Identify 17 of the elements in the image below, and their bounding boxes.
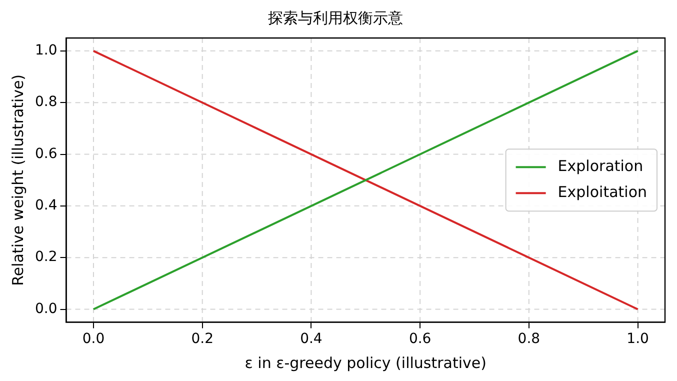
x-axis-title: ε in ε-greedy policy (illustrative) [244, 354, 486, 372]
y-tick-label: 0.4 [35, 198, 58, 214]
y-tick-label: 0.2 [35, 249, 58, 266]
y-tick-label: 0.0 [35, 300, 58, 317]
legend-label: Exploitation [558, 182, 648, 201]
y-tick-label: 0.8 [35, 94, 58, 110]
legend-label: Exploration [558, 156, 644, 175]
y-tick-label: 0.6 [35, 146, 58, 162]
x-tick-label: 0.8 [518, 331, 540, 348]
x-tick-label: 0.4 [300, 331, 322, 348]
x-tick-label: 0.2 [191, 331, 214, 348]
chart-title: 探索与利用权衡示意 [268, 8, 403, 27]
y-axis-title: Relative weight (illustrative) [8, 74, 27, 286]
x-tick-label: 0.6 [408, 331, 432, 348]
x-tick-label: 1.0 [626, 331, 649, 348]
y-tick-label: 1.0 [35, 42, 58, 59]
x-tick-label: 0.0 [82, 331, 105, 348]
